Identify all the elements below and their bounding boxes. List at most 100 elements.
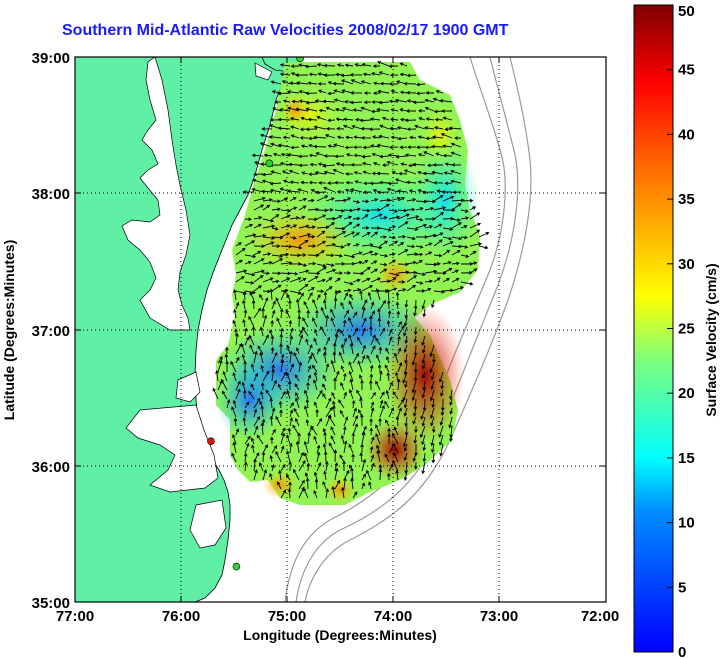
velocity-arrow — [415, 82, 426, 87]
velocity-arrow — [350, 163, 363, 167]
velocity-arrow — [433, 232, 444, 238]
velocity-arrow — [316, 451, 321, 463]
velocity-arrow — [422, 380, 427, 391]
velocity-arrow — [406, 270, 418, 275]
x-tick-label: 72:00 — [581, 608, 619, 625]
velocity-arrow — [298, 163, 309, 168]
velocity-arrow — [313, 337, 318, 346]
velocity-arrow — [316, 214, 327, 220]
velocity-arrow — [289, 216, 300, 220]
velocity-arrow — [388, 64, 399, 69]
velocity-arrow — [403, 81, 417, 86]
velocity-arrow — [316, 250, 325, 256]
velocity-arrow — [375, 354, 381, 364]
velocity-arrow — [379, 404, 385, 418]
velocity-arrow — [350, 467, 354, 481]
velocity-arrow — [298, 205, 307, 211]
velocity-arrow — [262, 271, 271, 276]
velocity-arrow — [385, 356, 390, 364]
velocity-arrow — [287, 380, 292, 391]
velocity-arrow — [270, 142, 282, 148]
velocity-arrow — [285, 309, 291, 319]
velocity-arrow — [298, 292, 304, 301]
velocity-arrow — [293, 407, 300, 418]
velocity-arrow — [451, 261, 461, 266]
velocity-arrow — [260, 364, 264, 373]
velocity-arrow — [269, 454, 274, 463]
velocity-arrow — [432, 135, 444, 139]
velocity-arrow — [260, 390, 264, 400]
velocity-arrow — [233, 417, 238, 427]
velocity-arrow — [443, 171, 453, 175]
velocity-arrow — [270, 319, 275, 328]
velocity-arrow — [444, 181, 453, 186]
velocity-arrow — [307, 244, 317, 248]
velocity-arrow — [406, 198, 417, 202]
velocity-arrow — [367, 291, 372, 301]
velocity-arrow — [336, 126, 345, 131]
velocity-arrow — [338, 351, 345, 364]
velocity-arrow — [343, 391, 348, 400]
velocity-arrow — [278, 469, 282, 481]
velocity-arrow — [390, 89, 399, 94]
velocity-arrow — [271, 271, 282, 276]
velocity-arrow — [280, 432, 286, 445]
velocity-arrow — [316, 444, 321, 454]
velocity-arrow — [316, 389, 323, 400]
velocity-arrow — [294, 374, 300, 382]
velocity-arrow — [343, 337, 348, 346]
velocity-arrow — [422, 452, 427, 463]
velocity-arrow — [332, 342, 337, 355]
velocity-arrow — [309, 162, 318, 167]
velocity-arrow — [370, 231, 379, 238]
velocity-arrow — [411, 389, 417, 401]
velocity-arrow — [257, 345, 264, 355]
velocity-arrow — [290, 64, 300, 69]
velocity-arrow — [363, 181, 372, 186]
velocity-arrow — [403, 443, 408, 452]
velocity-arrow — [394, 371, 399, 382]
velocity-arrow — [386, 472, 391, 481]
velocity-arrow — [360, 443, 364, 454]
velocity-arrow — [270, 346, 275, 355]
velocity-arrow — [379, 268, 388, 274]
velocity-arrow — [431, 425, 436, 434]
velocity-arrow — [334, 289, 342, 294]
velocity-arrow — [425, 136, 435, 141]
velocity-arrow — [265, 389, 273, 400]
velocity-arrow — [305, 419, 310, 427]
velocity-arrow — [268, 135, 282, 139]
velocity-arrow — [261, 307, 265, 319]
velocity-arrow — [372, 91, 381, 96]
velocity-arrow — [369, 446, 374, 454]
velocity-arrow — [343, 292, 349, 301]
velocity-arrow — [292, 424, 300, 436]
velocity-arrow — [387, 433, 391, 445]
velocity-arrow — [388, 336, 393, 346]
velocity-arrow — [289, 335, 294, 346]
velocity-arrow — [352, 216, 361, 221]
velocity-arrow — [334, 479, 340, 490]
velocity-arrow — [397, 242, 405, 247]
velocity-arrow — [352, 288, 362, 292]
velocity-arrow — [271, 351, 278, 364]
velocity-arrow — [307, 261, 317, 266]
velocity-arrow — [400, 162, 408, 166]
velocity-arrow — [289, 206, 298, 211]
velocity-arrow — [442, 153, 453, 158]
velocity-arrow — [433, 277, 441, 283]
velocity-arrow — [274, 100, 282, 104]
velocity-arrow — [449, 407, 453, 415]
velocity-arrow — [298, 215, 306, 220]
velocity-arrow — [403, 407, 408, 417]
velocity-arrow — [299, 136, 309, 140]
velocity-arrow — [386, 160, 399, 166]
velocity-arrow — [439, 416, 444, 426]
velocity-arrow — [322, 480, 327, 490]
velocity-arrow — [421, 362, 426, 370]
velocity-arrow — [349, 100, 363, 105]
velocity-arrow — [433, 261, 441, 266]
velocity-arrow — [269, 188, 282, 193]
velocity-arrow — [361, 306, 366, 319]
